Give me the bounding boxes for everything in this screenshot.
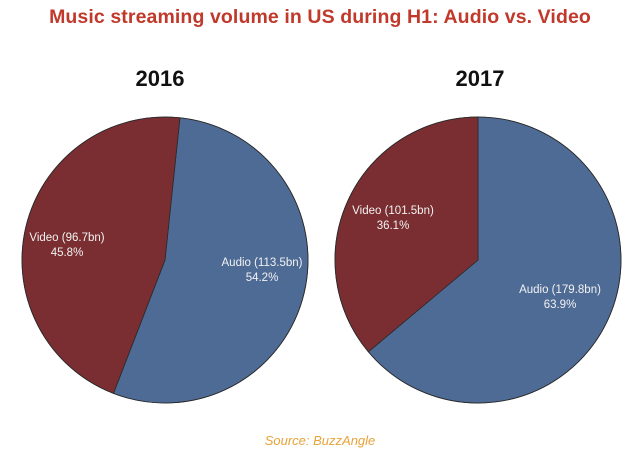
slice-label: Video (96.7bn) xyxy=(29,232,104,244)
source-note: Source: BuzzAngle xyxy=(264,433,376,448)
pie-rim xyxy=(334,116,622,404)
slice-label: Audio (113.5bn) xyxy=(222,257,303,269)
slice-percent-label: 45.8% xyxy=(51,247,84,259)
pie-chart-2017: 2017 Audio (179.8bn) 63.9% Video (101.5bn)… xyxy=(320,0,640,472)
pie-title-2017: 2017 xyxy=(455,66,505,91)
pie-2016-svg: Audio (113.5bn) 54.2% Video (96.7bn) 45.8% xyxy=(21,116,309,404)
pie-rim xyxy=(21,116,309,404)
slice-label: Video (101.5bn) xyxy=(352,205,434,217)
chart-title: Music streaming volume in US during H1: … xyxy=(49,6,591,28)
pie-2017-svg: Audio (179.8bn) 63.9% Video (101.5bn) 36.1% xyxy=(334,116,622,404)
slice-label: Audio (179.8bn) xyxy=(519,284,601,296)
slice-percent-label: 63.9% xyxy=(544,299,577,311)
slice-percent-label: 54.2% xyxy=(246,272,279,284)
pie-chart-2016: 2016 Audio (113.5bn) 54.2% Video (96.7bn) 4… xyxy=(21,66,309,404)
slice-percent-label: 36.1% xyxy=(377,220,410,232)
pie-title-2016: 2016 xyxy=(135,66,185,91)
